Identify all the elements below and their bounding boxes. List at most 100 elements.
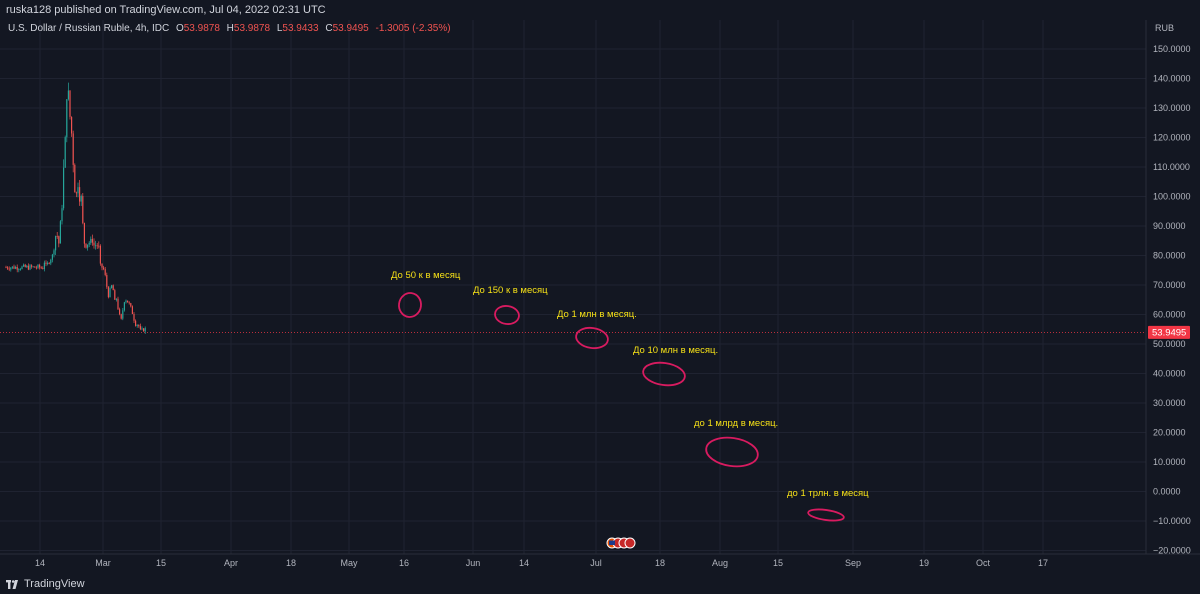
price-tick-label: 80.0000 [1153, 251, 1186, 261]
candle-body [35, 267, 37, 269]
candle-body [115, 298, 117, 300]
candle-body [99, 245, 101, 264]
tradingview-logo-icon [6, 579, 18, 589]
candle-body [122, 310, 124, 319]
candle-body [96, 245, 98, 247]
candle-body [34, 266, 36, 268]
price-tick-label: 30.0000 [1153, 398, 1186, 408]
time-tick-label: Jun [466, 558, 481, 568]
candle-body [45, 262, 47, 264]
price-tick-label: 130.0000 [1153, 103, 1191, 113]
candle-body [112, 285, 114, 291]
candle-body [127, 300, 129, 303]
price-tick-label: 150.0000 [1153, 44, 1191, 54]
candle-body [109, 288, 111, 298]
candle-body [29, 265, 31, 270]
time-tick-label: 18 [655, 558, 665, 568]
candle-body [90, 238, 92, 243]
legend-symbol: U.S. Dollar / Russian Ruble, 4h, IDC [8, 23, 169, 34]
price-tick-label: −10.0000 [1153, 516, 1191, 526]
price-tick-label: 40.0000 [1153, 369, 1186, 379]
candle-body [5, 267, 7, 269]
tradingview-logo[interactable]: TradingView [6, 578, 85, 590]
price-tick-label: 50.0000 [1153, 339, 1186, 349]
candle-body [64, 137, 66, 168]
annotations: До 50 к в месяц До 150 к в месяц До 1 млн … [391, 270, 869, 522]
price-axis-currency: RUB [1155, 23, 1174, 33]
annotation-label: До 150 к в месяц [473, 285, 548, 296]
candle-body [15, 266, 17, 269]
candle-body [138, 324, 140, 327]
candle-body [71, 116, 73, 134]
candle-body [16, 266, 18, 270]
candle-body [55, 236, 57, 251]
price-tick-label: 70.0000 [1153, 280, 1186, 290]
candle-body [7, 267, 9, 269]
candle-body [21, 266, 23, 269]
candle-body [83, 223, 85, 244]
candle-body [67, 90, 69, 100]
time-tick-label: Jul [590, 558, 602, 568]
candle-body [37, 264, 39, 268]
candle-body [10, 267, 12, 270]
time-tick-label: 18 [286, 558, 296, 568]
candle-body [51, 254, 53, 260]
event-marker-icon[interactable] [624, 537, 636, 549]
candle-body [48, 262, 50, 264]
annotation-label: до 1 трлн. в месяц [787, 488, 869, 499]
chart-grid [0, 20, 1146, 554]
annotation-circle [642, 361, 686, 387]
candle-body [107, 286, 109, 298]
price-tick-label: 120.0000 [1153, 133, 1191, 143]
candle-body [80, 196, 82, 202]
candle-body [63, 167, 65, 209]
legend-open-value: 53.9878 [184, 23, 221, 34]
time-axis[interactable]: 14 Mar 15 Apr 18 May 16 Jun 14 Jul 18 Aug 15 Sep 19 Oct… [35, 558, 1048, 568]
candle-body [26, 265, 28, 268]
candle-body [103, 267, 105, 270]
time-tick-label: Oct [976, 558, 991, 568]
candle-body [50, 259, 52, 264]
chart-legend: U.S. Dollar / Russian Ruble, 4h, IDC O53… [8, 23, 451, 34]
candle-body [136, 324, 138, 326]
time-tick-label: Aug [712, 558, 728, 568]
time-tick-label: 15 [156, 558, 166, 568]
legend-close-value: 53.9495 [333, 23, 370, 34]
time-tick-label: 14 [519, 558, 529, 568]
candle-body [135, 320, 137, 326]
candle-body [53, 250, 55, 255]
candle-body [143, 328, 145, 332]
candlestick-chart[interactable]: U.S. Dollar / Russian Ruble, 4h, IDC O53… [0, 0, 1200, 574]
last-price-badge: 53.9495 [1148, 325, 1190, 339]
candle-body [120, 314, 122, 319]
candle-body [72, 133, 74, 165]
candle-body [18, 269, 20, 271]
candle-body [88, 242, 90, 245]
legend-low-value: 53.9433 [282, 23, 319, 34]
candle-body [106, 274, 108, 287]
candle-body [59, 221, 61, 244]
time-tick-label: 19 [919, 558, 929, 568]
event-markers[interactable] [606, 537, 636, 549]
candle-body [31, 265, 33, 267]
annotation-label: До 1 млн в месяц. [557, 309, 637, 320]
candle-body [91, 238, 93, 243]
price-tick-label: 0.0000 [1153, 487, 1181, 497]
flag-icon [609, 540, 615, 545]
annotation-label: до 1 млрд в месяц. [694, 418, 778, 429]
candle-body [11, 266, 13, 268]
candle-body [123, 302, 125, 311]
candle-body [27, 265, 29, 270]
candle-body [131, 306, 133, 315]
time-tick-label: Apr [224, 558, 238, 568]
price-tick-label: −20.0000 [1153, 546, 1191, 556]
candle-body [42, 268, 44, 270]
price-axis[interactable]: 150.0000 140.0000 130.0000 120.0000 110.0000… [1153, 44, 1191, 556]
candle-body [47, 262, 49, 264]
annotation-circle [807, 508, 845, 522]
price-tick-label: 90.0000 [1153, 221, 1186, 231]
candle-body [133, 314, 135, 321]
candle-body [85, 243, 87, 248]
candle-body [58, 236, 60, 244]
